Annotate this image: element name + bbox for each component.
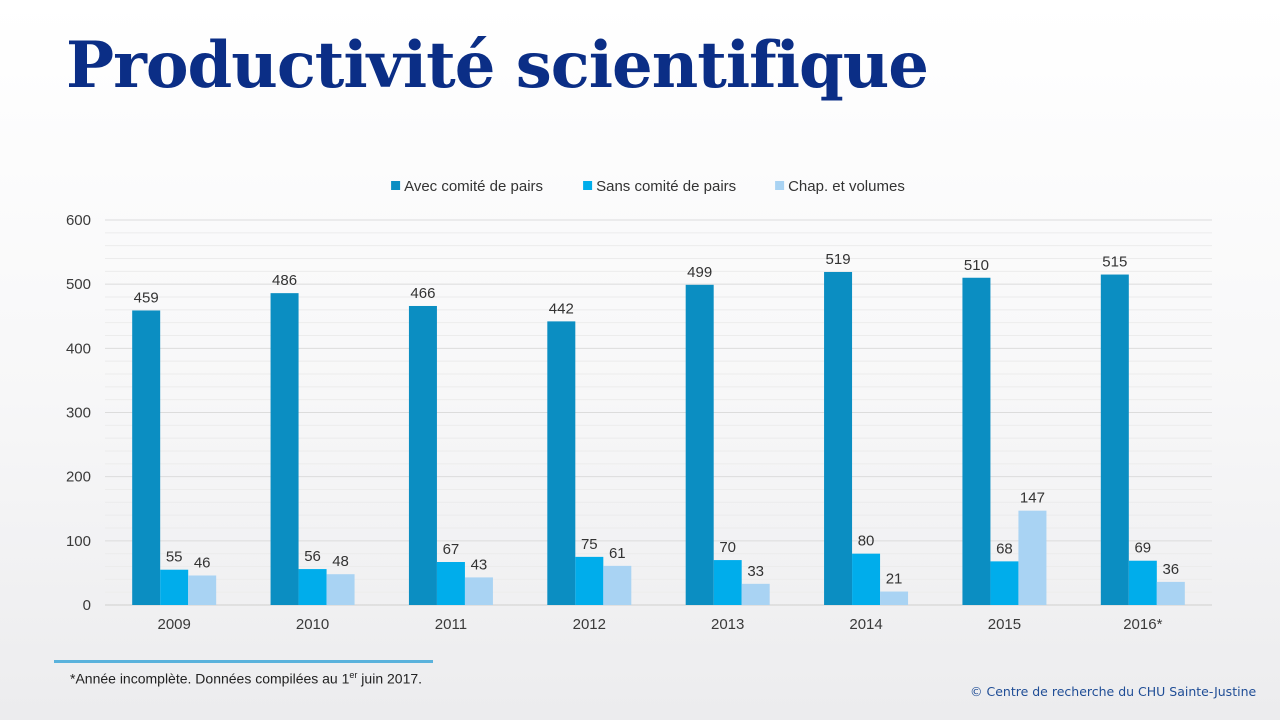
x-tick-label: 2016* xyxy=(1123,616,1162,633)
bar xyxy=(298,569,327,605)
bar xyxy=(880,591,909,605)
data-label: 33 xyxy=(747,563,764,580)
y-tick-label: 300 xyxy=(66,405,91,422)
data-label: 515 xyxy=(1102,254,1127,271)
data-label: 486 xyxy=(272,272,297,289)
bar xyxy=(160,569,189,605)
x-tick-label: 2015 xyxy=(988,616,1021,633)
bar xyxy=(713,560,742,605)
x-tick-label: 2013 xyxy=(711,616,744,633)
bar xyxy=(547,321,576,605)
x-tick-label: 2014 xyxy=(849,616,882,633)
data-label: 36 xyxy=(1162,561,1179,578)
data-labels: 459 55 46 486 56 48 466 67 43 442 75 61 499 70 33 519 80… xyxy=(134,251,1179,588)
bar xyxy=(1128,560,1157,605)
legend-label: Avec comité de pairs xyxy=(404,178,543,195)
data-label: 68 xyxy=(996,540,1013,557)
bar xyxy=(436,562,465,605)
bar xyxy=(326,574,355,605)
data-label: 80 xyxy=(858,533,875,550)
y-tick-label: 400 xyxy=(66,340,91,357)
y-tick-label: 200 xyxy=(66,469,91,486)
legend-swatch xyxy=(583,181,593,190)
data-label: 61 xyxy=(609,545,626,562)
data-label: 21 xyxy=(886,571,903,588)
bar xyxy=(1100,274,1129,605)
page-title: Productivité scientifique xyxy=(66,28,929,103)
data-label: 46 xyxy=(194,554,211,571)
legend-swatch xyxy=(775,181,785,190)
y-axis-ticks: 0 100 200 300 400 500 600 xyxy=(66,212,91,614)
footnote-text-end: juin 2017. xyxy=(357,670,423,687)
data-label: 510 xyxy=(964,257,989,274)
bar xyxy=(1156,581,1185,605)
legend-label: Chap. et volumes xyxy=(788,178,905,195)
data-label: 69 xyxy=(1134,540,1151,557)
data-label: 48 xyxy=(332,553,349,570)
x-tick-label: 2010 xyxy=(296,616,329,633)
data-label: 442 xyxy=(549,300,574,317)
data-label: 55 xyxy=(166,549,183,566)
y-tick-label: 100 xyxy=(66,533,91,550)
footnote: *Année incomplète. Données compilées au … xyxy=(70,670,422,687)
y-tick-label: 500 xyxy=(66,276,91,293)
x-tick-label: 2009 xyxy=(158,616,191,633)
legend-label: Sans comité de pairs xyxy=(596,178,736,195)
bar xyxy=(575,556,604,605)
data-label: 70 xyxy=(719,539,736,556)
footnote-superscript: er xyxy=(349,670,358,680)
bar xyxy=(852,553,881,605)
bar xyxy=(824,271,853,605)
bar xyxy=(464,577,493,605)
data-label: 519 xyxy=(826,251,851,268)
x-tick-label: 2012 xyxy=(573,616,606,633)
bar xyxy=(188,575,217,605)
data-label: 67 xyxy=(443,541,460,558)
copyright: © Centre de recherche du CHU Sainte-Just… xyxy=(970,684,1257,699)
data-label: 147 xyxy=(1020,490,1045,507)
bars xyxy=(132,271,1185,605)
bar xyxy=(408,305,437,605)
data-label: 43 xyxy=(471,556,488,573)
data-label: 459 xyxy=(134,289,159,306)
bar xyxy=(685,284,714,605)
legend-swatch xyxy=(391,181,401,190)
bar xyxy=(603,565,632,605)
data-label: 56 xyxy=(304,548,321,565)
bar xyxy=(1018,510,1047,605)
x-axis-ticks: 2009 2010 2011 2012 2013 2014 2015 2016* xyxy=(158,616,1163,633)
bar xyxy=(741,583,770,605)
footnote-divider xyxy=(54,660,433,663)
footnote-text: *Année incomplète. Données compilées au … xyxy=(70,670,350,687)
legend: Avec comité de pairs Sans comité de pairs… xyxy=(391,178,905,195)
bar xyxy=(132,310,161,605)
data-label: 499 xyxy=(687,264,712,281)
bar xyxy=(962,277,991,605)
data-label: 75 xyxy=(581,536,598,553)
y-tick-label: 600 xyxy=(66,212,91,229)
y-tick-label: 0 xyxy=(83,597,91,614)
data-label: 466 xyxy=(410,285,435,302)
bar xyxy=(270,293,299,605)
x-tick-label: 2011 xyxy=(435,616,467,633)
bar xyxy=(990,561,1019,605)
